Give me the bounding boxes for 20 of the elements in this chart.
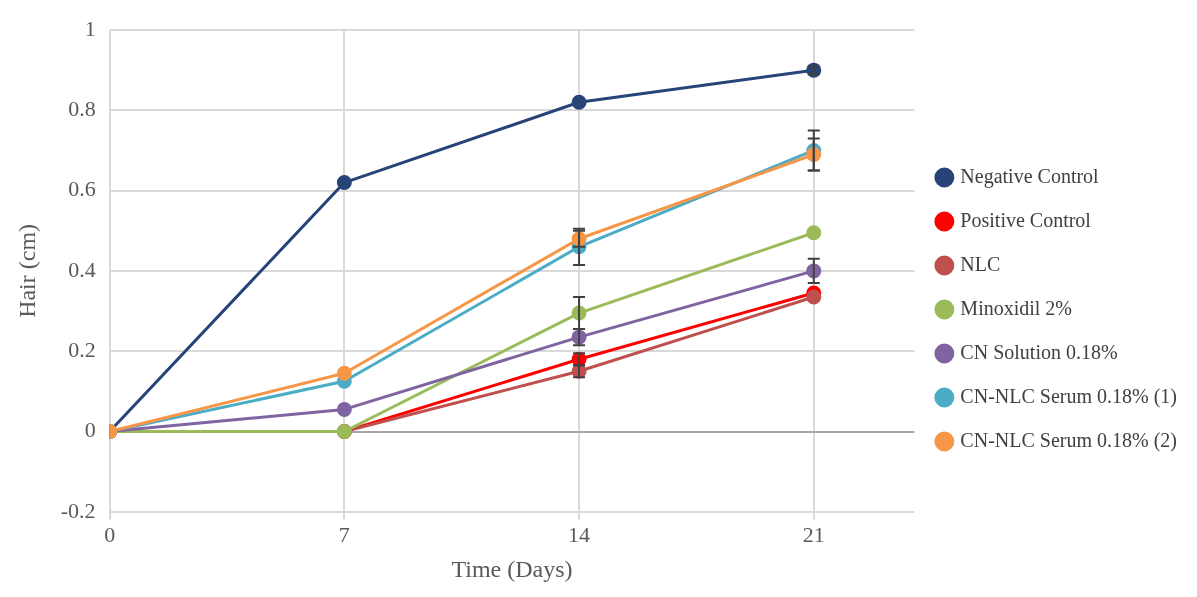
x-tick-label: 14 [568, 521, 591, 547]
x-tick-label: 0 [104, 521, 116, 547]
y-tick-label: -0.2 [60, 497, 96, 523]
x-tick-label: 7 [338, 521, 350, 547]
y-tick-label: 0.8 [68, 96, 96, 122]
legend-label: Minoxidil 2% [960, 296, 1073, 319]
y-tick-label: 0.2 [68, 336, 96, 362]
legend-label: CN-NLC Serum 0.18% (1) [960, 384, 1177, 408]
legend-label: CN Solution 0.18% [960, 340, 1118, 363]
y-tick-label: 0.6 [68, 176, 96, 202]
legend-label: NLC [960, 252, 1001, 275]
y-tick-label: 0.4 [68, 256, 96, 282]
x-tick-label: 21 [802, 521, 825, 547]
legend-label: CN-NLC Serum 0.18% (2) [960, 428, 1177, 452]
x-axis-title: Time (Days) [451, 555, 573, 582]
y-tick-label: 1 [84, 15, 96, 41]
legend-label: Negative Control [960, 164, 1100, 188]
y-tick-label: 0 [84, 417, 96, 443]
legend-label: Positive Control [960, 208, 1092, 231]
y-axis-title: Hair (cm) [13, 223, 40, 318]
